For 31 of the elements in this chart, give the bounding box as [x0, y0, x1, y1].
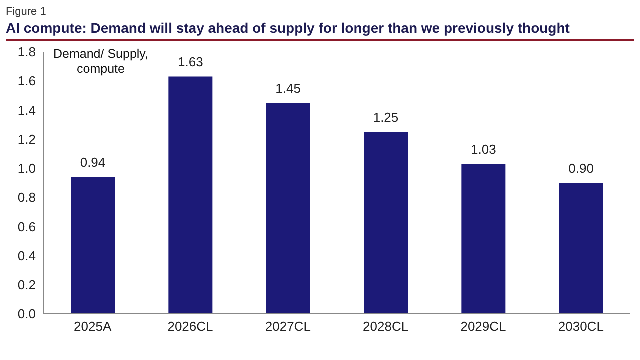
bar: [266, 102, 310, 314]
y-tick-label: 0.8: [18, 190, 36, 206]
bar: [462, 164, 506, 314]
bar: [168, 76, 213, 314]
data-label: 0.90: [568, 161, 594, 176]
data-label: 1.63: [178, 54, 204, 70]
y-tick-label: 0.2: [18, 278, 36, 293]
y-axis-title: Demand/ Supply, compute: [52, 47, 150, 77]
x-tick-label: 2026CL: [168, 319, 214, 334]
y-tick-label: 0.0: [18, 306, 36, 322]
x-tick-label: 2028CL: [363, 319, 409, 334]
x-tick-label: 2025A: [74, 319, 112, 334]
data-label: 0.94: [80, 155, 106, 170]
y-tick-label: 1.2: [18, 132, 36, 147]
x-tick-label: 2030CL: [558, 319, 604, 334]
data-label: 1.45: [276, 80, 301, 96]
bar: [71, 177, 115, 314]
x-tick-label: 2027CL: [265, 319, 311, 334]
bar: [364, 132, 408, 314]
caption: Figure 1: [6, 6, 46, 18]
y-tick-label: 1.6: [18, 74, 36, 89]
y-tick-label: 1.4: [18, 102, 36, 118]
bar: [559, 183, 604, 314]
y-tick-label: 1.0: [18, 161, 36, 176]
data-label: 1.03: [471, 142, 496, 158]
x-tick-label: 2029CL: [460, 319, 506, 334]
y-tick-label: 0.4: [18, 248, 36, 264]
data-label: 1.25: [373, 110, 399, 126]
y-tick-label: 1.8: [18, 44, 36, 60]
chart-title: AI compute: Demand will stay ahead of supply for longer than we previously thought: [6, 20, 570, 36]
y-tick-label: 0.6: [18, 219, 36, 234]
